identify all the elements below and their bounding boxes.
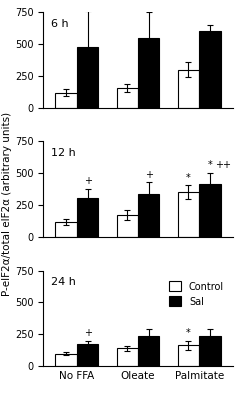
- Text: +: +: [145, 170, 153, 180]
- Bar: [55, 222, 77, 237]
- Bar: [199, 184, 221, 237]
- Text: ++: ++: [215, 160, 231, 171]
- Bar: [199, 31, 221, 108]
- Bar: [77, 197, 98, 237]
- Bar: [55, 354, 77, 366]
- Bar: [77, 47, 98, 108]
- Text: *: *: [186, 173, 191, 183]
- Bar: [117, 348, 138, 366]
- Bar: [178, 70, 199, 108]
- Bar: [138, 336, 159, 366]
- Text: +: +: [84, 176, 91, 186]
- Text: +: +: [84, 328, 91, 339]
- Bar: [199, 336, 221, 366]
- Bar: [178, 193, 199, 237]
- Text: *: *: [208, 160, 212, 171]
- Bar: [77, 344, 98, 366]
- Text: 24 h: 24 h: [51, 277, 76, 287]
- Text: P-eIF2α/total eIF2α (arbitrary units): P-eIF2α/total eIF2α (arbitrary units): [2, 112, 12, 295]
- Bar: [138, 194, 159, 237]
- Text: *: *: [186, 328, 191, 339]
- Bar: [117, 88, 138, 108]
- Text: 6 h: 6 h: [51, 19, 68, 29]
- Text: 12 h: 12 h: [51, 148, 76, 158]
- Legend: Control, Sal: Control, Sal: [166, 278, 228, 311]
- Bar: [117, 215, 138, 237]
- Bar: [138, 38, 159, 108]
- Bar: [178, 345, 199, 366]
- Bar: [55, 93, 77, 108]
